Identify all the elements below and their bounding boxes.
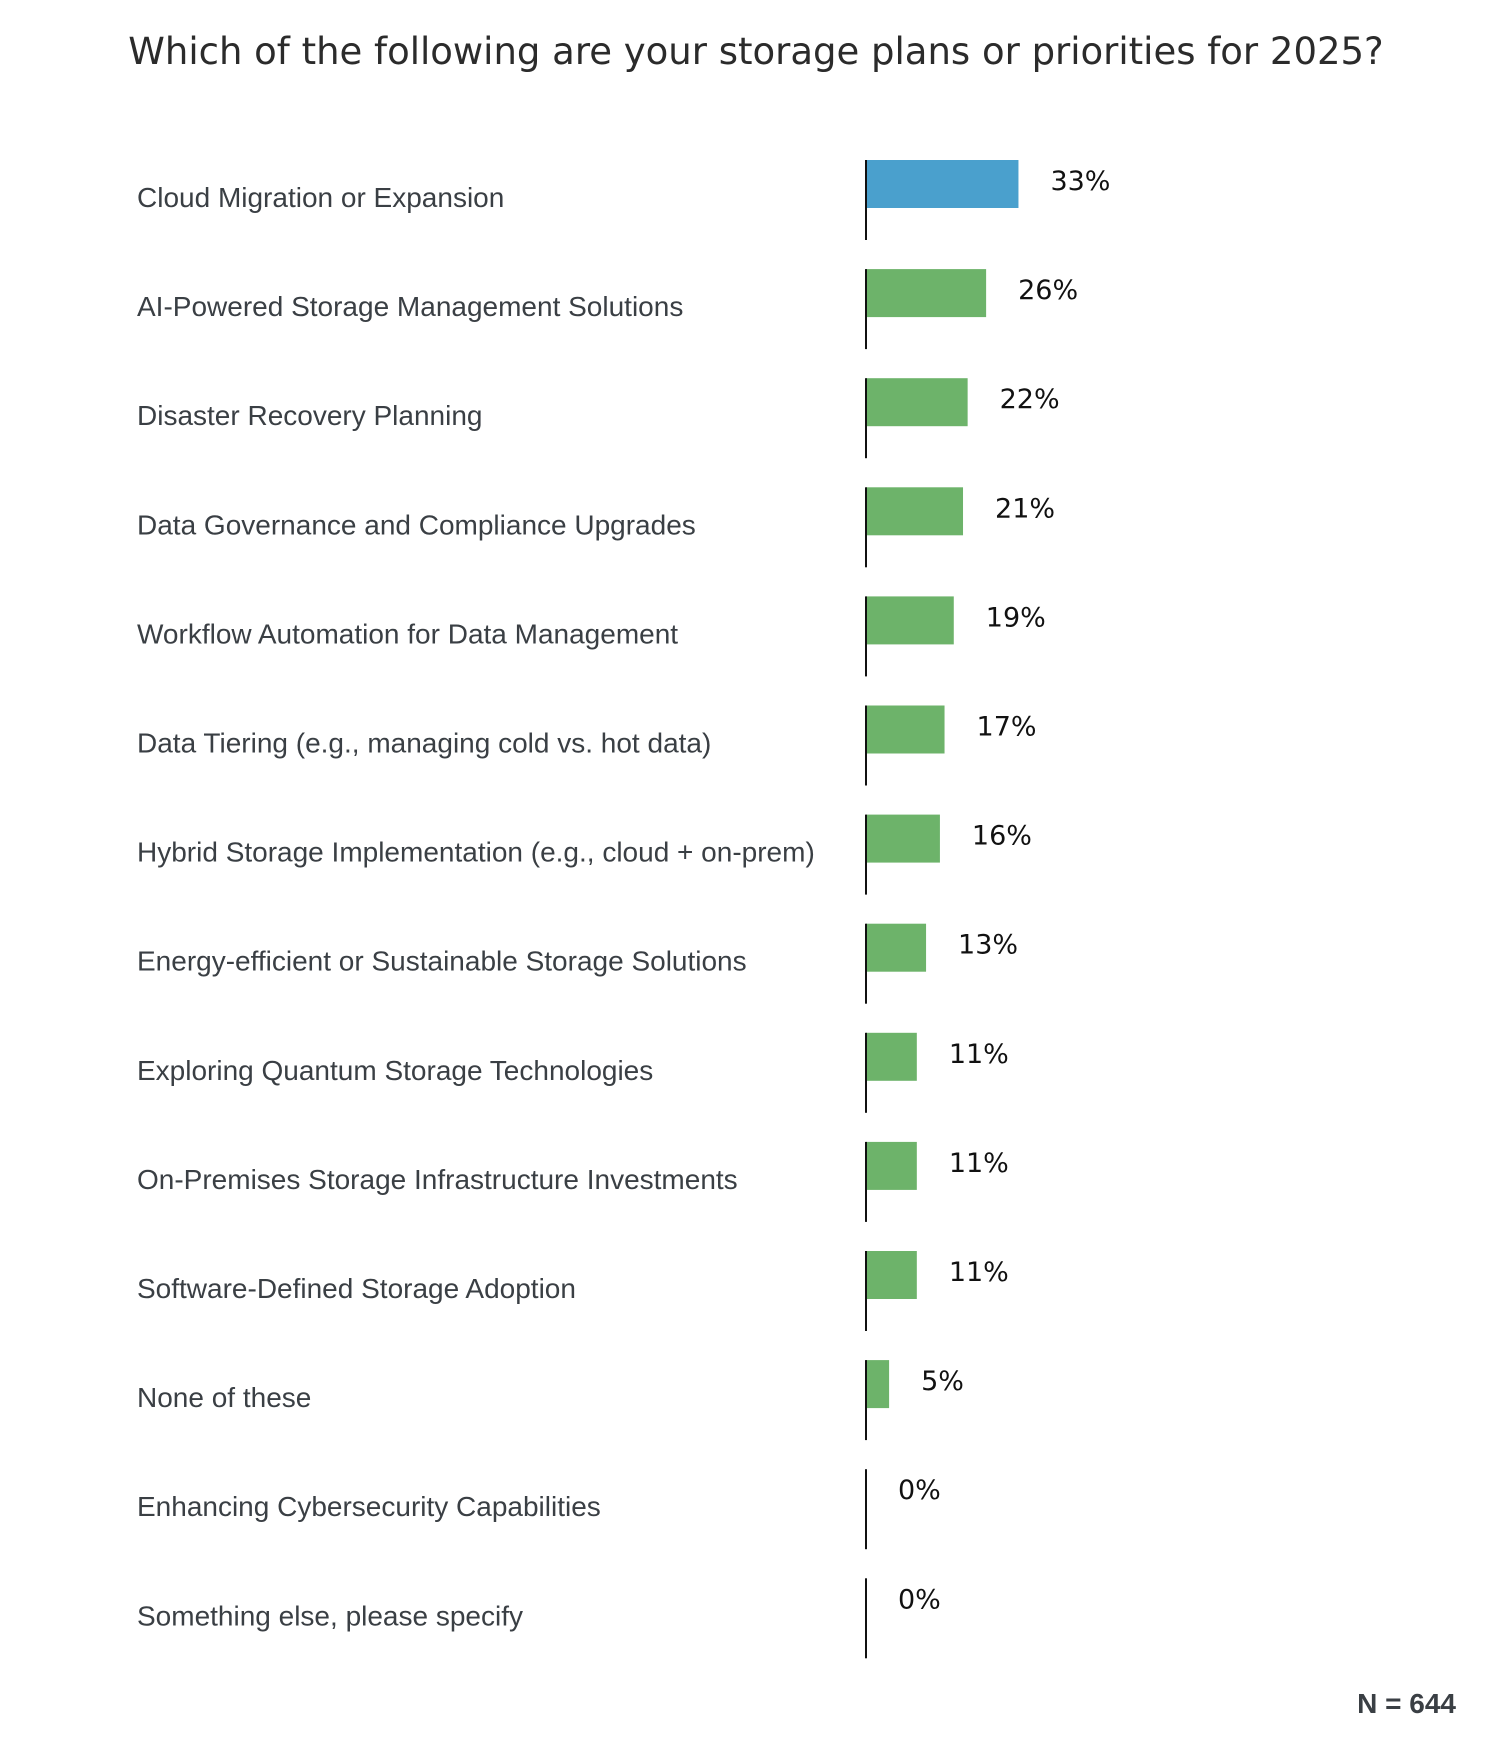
chart-row: Enhancing Cybersecurity Capabilities 0%	[137, 1469, 941, 1550]
chart-row: Software-Defined Storage Adoption 11%	[137, 1251, 1009, 1331]
value-label: 0%	[898, 1475, 941, 1506]
value-label: 22%	[1000, 384, 1060, 415]
sample-size-note: N = 644	[1357, 1688, 1456, 1719]
bar	[866, 487, 964, 536]
value-label: 5%	[921, 1366, 964, 1397]
value-label: 11%	[949, 1257, 1009, 1288]
category-label: Workflow Automation for Data Management	[137, 618, 678, 649]
chart-row: Exploring Quantum Storage Technologies 11…	[137, 1032, 1009, 1113]
value-label: 0%	[898, 1584, 941, 1615]
category-label: None of these	[137, 1382, 311, 1413]
category-label: Disaster Recovery Planning	[137, 400, 483, 431]
category-label: Exploring Quantum Storage Technologies	[137, 1055, 653, 1086]
category-label: AI-Powered Storage Management Solutions	[137, 291, 683, 322]
chart-row: Something else, please specify 0%	[137, 1578, 941, 1659]
chart-title: Which of the following are your storage …	[128, 30, 1384, 73]
value-label: 11%	[949, 1148, 1009, 1179]
chart-row: Energy-efficient or Sustainable Storage …	[137, 923, 1018, 1004]
category-label: Hybrid Storage Implementation (e.g., clo…	[137, 837, 815, 868]
value-label: 19%	[986, 602, 1046, 633]
bar	[866, 705, 945, 754]
value-label: 13%	[958, 930, 1018, 961]
value-label: 21%	[995, 493, 1055, 524]
category-label: Software-Defined Storage Adoption	[137, 1273, 576, 1304]
bar	[866, 160, 1019, 208]
chart-row: AI-Powered Storage Management Solutions 2…	[137, 269, 1078, 350]
bar	[866, 814, 940, 863]
chart-row: Data Tiering (e.g., managing cold vs. ho…	[137, 705, 1037, 786]
category-label: Data Governance and Compliance Upgrades	[137, 509, 696, 540]
bar	[866, 269, 987, 318]
bar	[866, 596, 954, 645]
chart-row: Workflow Automation for Data Management 1…	[137, 596, 1046, 677]
chart-row: On-Premises Storage Infrastructure Inves…	[137, 1141, 1009, 1222]
bar	[866, 1141, 917, 1190]
chart-row: Data Governance and Compliance Upgrades 2…	[137, 487, 1055, 568]
chart-row: None of these 5%	[137, 1360, 964, 1441]
bar	[866, 1251, 917, 1299]
category-label: On-Premises Storage Infrastructure Inves…	[137, 1164, 738, 1195]
bar	[866, 1032, 917, 1081]
category-label: Data Tiering (e.g., managing cold vs. ho…	[137, 728, 711, 759]
chart-rows: Cloud Migration or Expansion 33% AI-Powere…	[137, 160, 1110, 1659]
category-label: Something else, please specify	[137, 1600, 523, 1631]
chart-row: Hybrid Storage Implementation (e.g., clo…	[137, 814, 1032, 895]
chart-row: Disaster Recovery Planning 22%	[137, 378, 1060, 459]
category-label: Enhancing Cybersecurity Capabilities	[137, 1491, 601, 1522]
value-label: 33%	[1050, 166, 1110, 197]
value-label: 16%	[972, 821, 1032, 852]
value-label: 11%	[949, 1039, 1009, 1070]
bar	[866, 1360, 890, 1409]
category-label: Cloud Migration or Expansion	[137, 182, 504, 213]
value-label: 26%	[1018, 275, 1078, 306]
bar	[866, 378, 968, 427]
value-label: 17%	[977, 712, 1037, 743]
category-label: Energy-efficient or Sustainable Storage …	[137, 946, 747, 977]
bar	[866, 923, 927, 972]
chart-row: Cloud Migration or Expansion 33%	[137, 160, 1110, 240]
